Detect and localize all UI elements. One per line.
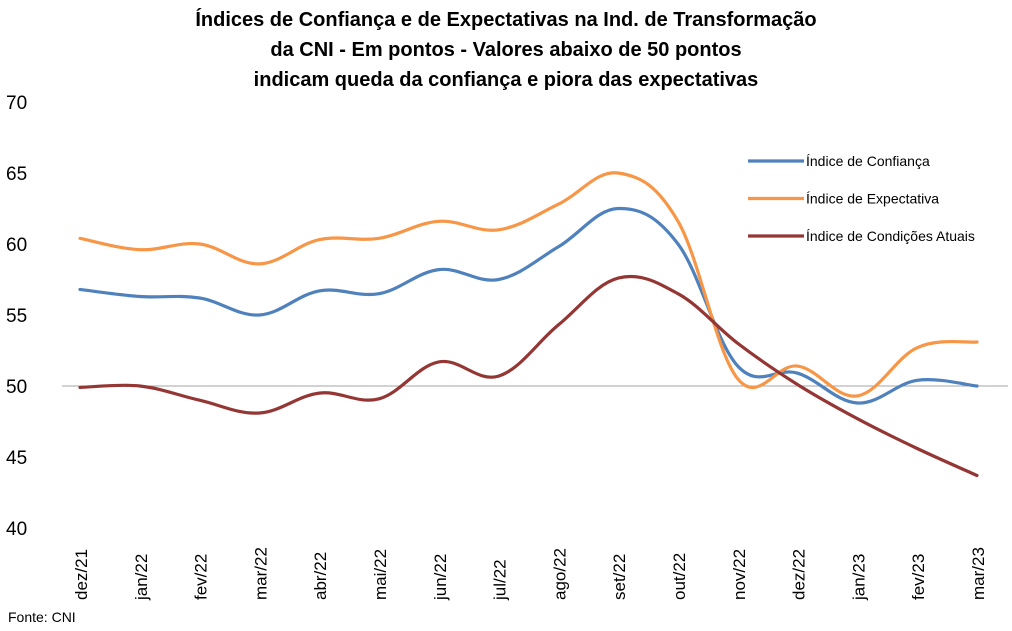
x-tick-label: mai/22	[371, 549, 390, 600]
x-tick-label: abr/22	[311, 552, 330, 600]
chart-title-line-2: da CNI - Em pontos - Valores abaixo de 5…	[270, 39, 742, 61]
x-tick-label: out/22	[670, 553, 689, 600]
x-tick-label: fev/23	[909, 554, 928, 600]
x-tick-label: jul/22	[491, 559, 510, 601]
x-tick-label: set/22	[610, 554, 629, 600]
y-tick-label: 55	[6, 306, 27, 327]
y-tick-label: 45	[6, 448, 27, 469]
legend-label-1: Índice de Confiança	[806, 153, 930, 169]
x-tick-label: dez/21	[72, 549, 91, 600]
y-tick-label: 60	[6, 235, 27, 256]
chart-title: Índices de Confiança e de Expectativas n…	[0, 5, 1012, 95]
source-note: Fonte: CNI	[8, 609, 76, 625]
x-tick-label: dez/22	[790, 549, 809, 600]
x-tick-label: jun/22	[431, 554, 450, 601]
series-line-1	[78, 206, 979, 405]
series-line-3	[78, 274, 979, 478]
y-tick-label: 65	[6, 164, 27, 185]
legend-label-2: Índice de Expectativa	[806, 191, 939, 207]
x-tick-label: jan/23	[849, 554, 868, 601]
y-tick-label: 50	[6, 377, 27, 398]
y-tick-label: 70	[6, 93, 27, 114]
legend-label-3: Índice de Condições Atuais	[806, 228, 975, 244]
series-line-2	[78, 171, 979, 398]
chart-title-line-3: indicam queda da confiança e piora das e…	[253, 69, 759, 91]
x-tick-label: nov/22	[730, 549, 749, 600]
x-tick-label: jan/22	[132, 554, 151, 601]
x-tick-label: mar/23	[969, 547, 988, 600]
y-tick-label: 40	[6, 519, 27, 540]
chart-title-line-1: Índices de Confiança e de Expectativas n…	[195, 9, 817, 31]
x-tick-label: fev/22	[192, 554, 211, 600]
x-tick-label: ago/22	[550, 548, 569, 600]
x-tick-label: mar/22	[251, 547, 270, 600]
